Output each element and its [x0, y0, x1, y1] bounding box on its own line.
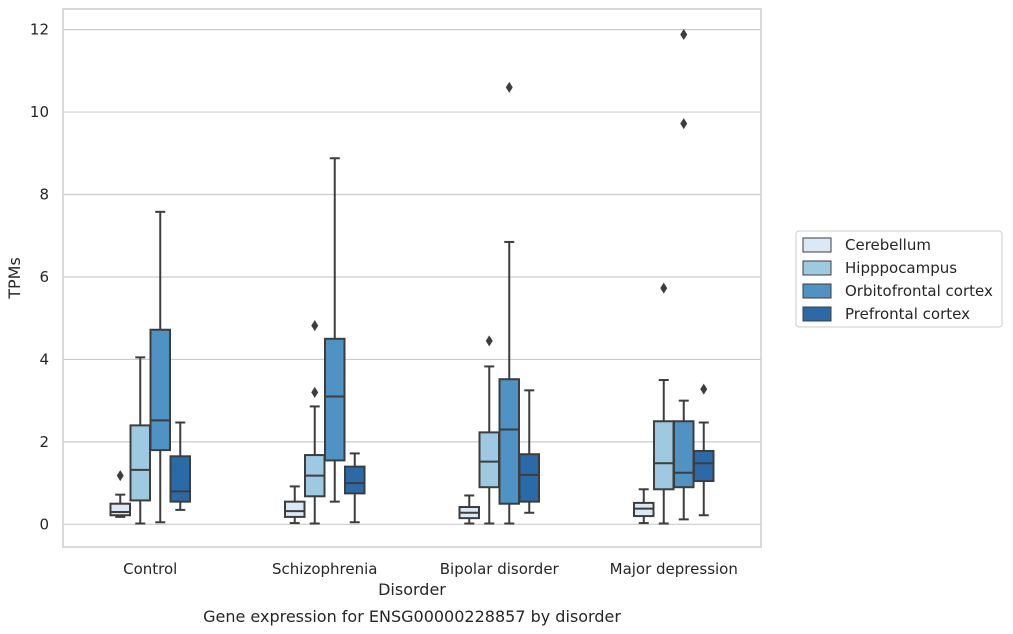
box-iqr — [109, 502, 131, 517]
legend-label: Orbitofrontal cortex — [845, 282, 993, 300]
box-iqr — [324, 337, 346, 462]
legend-swatch — [802, 237, 832, 253]
outlier-point — [700, 383, 708, 395]
y-tick-label: 0 — [39, 515, 49, 533]
y-axis-label: TPMs — [5, 257, 24, 300]
outlier-point — [311, 386, 319, 398]
outlier-point — [485, 335, 493, 347]
y-tick-label: 12 — [30, 21, 49, 39]
legend-item: Hipppocampus — [802, 259, 957, 277]
x-axis-label: Disorder — [378, 580, 446, 599]
box-3-0 — [633, 488, 655, 525]
box-2-3 — [518, 389, 540, 514]
box-iqr — [169, 455, 191, 503]
box-3-2 — [673, 29, 695, 521]
legend-swatch — [802, 260, 832, 276]
x-tick-label: Major depression — [610, 560, 738, 578]
x-axis-ticks: Control Schizophrenia Bipolar disorder Majo… — [123, 560, 738, 578]
y-tick-label: 2 — [39, 433, 49, 451]
outlier-point — [680, 29, 688, 41]
box-iqr — [518, 453, 540, 503]
box-2-2 — [498, 81, 520, 525]
box-0-3 — [169, 421, 191, 511]
legend: Cerebellum Hipppocampus Orbitofrontal cort… — [795, 230, 1003, 328]
legend-swatch — [802, 283, 832, 299]
box-iqr — [149, 328, 171, 452]
box-0-2 — [149, 210, 171, 524]
legend-swatch — [802, 306, 832, 322]
y-tick-label: 6 — [39, 268, 49, 286]
box-3-3 — [693, 383, 715, 517]
box-3-1 — [653, 282, 675, 525]
y-axis-ticks: 0 2 4 6 8 10 12 — [30, 21, 49, 534]
box-2-0 — [458, 494, 480, 525]
y-tick-label: 8 — [39, 186, 49, 204]
chart-caption: Gene expression for ENSG00000228857 by d… — [203, 607, 621, 626]
outlier-point — [680, 118, 688, 130]
box-1-1 — [304, 320, 326, 525]
box-0-1 — [129, 356, 151, 525]
y-tick-label: 10 — [30, 103, 49, 121]
box-iqr — [673, 420, 695, 489]
box-1-2 — [324, 157, 346, 503]
outlier-point — [116, 470, 124, 482]
box-plot-series — [109, 29, 715, 525]
box-2-1 — [478, 335, 500, 525]
x-tick-label: Control — [123, 560, 177, 578]
legend-label: Prefrontal cortex — [845, 305, 970, 323]
box-iqr — [344, 465, 366, 495]
legend-label: Cerebellum — [845, 236, 931, 254]
box-1-3 — [344, 452, 366, 524]
box-iqr — [478, 431, 500, 489]
legend-item: Orbitofrontal cortex — [802, 282, 993, 300]
legend-item: Prefrontal cortex — [802, 305, 970, 323]
x-tick-label: Bipolar disorder — [440, 560, 560, 578]
legend-label: Hipppocampus — [845, 259, 957, 277]
legend-frame — [795, 230, 1003, 328]
outlier-point — [505, 81, 513, 93]
box-iqr — [129, 424, 151, 502]
box-iqr — [693, 449, 715, 483]
legend-item: Cerebellum — [802, 236, 931, 254]
box-iqr — [284, 500, 306, 518]
box-iqr — [653, 420, 675, 491]
outlier-point — [311, 320, 319, 332]
x-tick-label: Schizophrenia — [272, 560, 377, 578]
plot-frame — [62, 8, 762, 548]
box-1-0 — [284, 485, 306, 525]
box-0-0 — [109, 470, 131, 518]
box-iqr — [498, 378, 520, 505]
y-tick-label: 4 — [39, 350, 49, 368]
outlier-point — [660, 282, 668, 294]
